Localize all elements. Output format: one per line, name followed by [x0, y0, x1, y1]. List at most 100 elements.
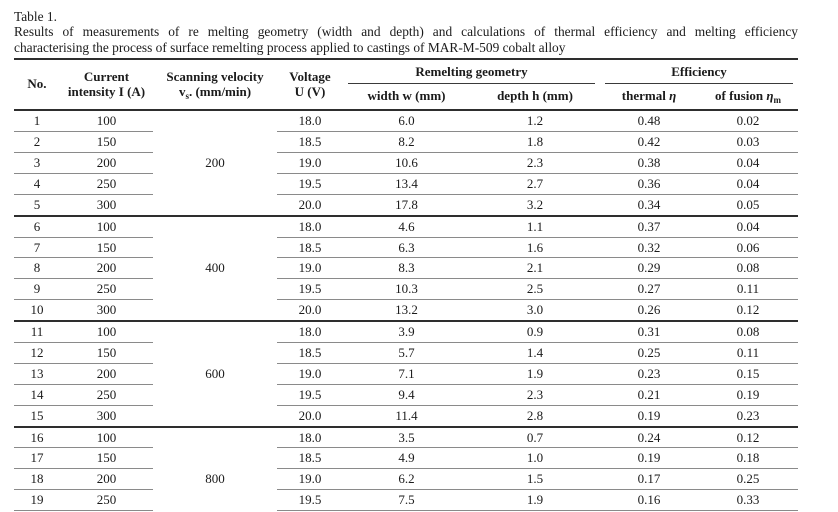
col-header-no: No. — [27, 76, 47, 92]
cell-velocity: 600 — [205, 365, 225, 381]
cell-no: 5 — [14, 194, 60, 217]
group-header-remelting-geometry: Remelting geometry — [343, 59, 600, 84]
cell-voltage: 20.0 — [277, 405, 343, 428]
cell-thermal: 0.38 — [600, 152, 699, 174]
cell-voltage: 18.0 — [277, 110, 343, 133]
table-row: 20 300 20.0 8.5 2.3 0.15 0.41 — [14, 510, 799, 512]
cell-voltage: 19.5 — [277, 278, 343, 301]
cell-fusion: 0.02 — [698, 110, 799, 133]
cell-thermal: 0.23 — [600, 363, 699, 385]
cell-fusion: 0.33 — [698, 489, 799, 512]
cell-fusion: 0.41 — [698, 510, 799, 512]
cell-voltage: 18.0 — [277, 215, 343, 238]
cell-depth: 2.3 — [470, 510, 601, 512]
cell-no: 2 — [14, 131, 60, 153]
cell-width: 10.6 — [343, 152, 470, 174]
cell-voltage: 19.0 — [277, 152, 343, 174]
cell-no: 1 — [14, 110, 60, 133]
cell-voltage: 18.5 — [277, 237, 343, 259]
cell-width: 3.5 — [343, 426, 470, 449]
cell-current: 150 — [60, 447, 153, 470]
table-caption-line-1: Results of measurements of re melting ge… — [14, 24, 798, 40]
table-row: 6 100 400 18.0 4.6 1.1 0.37 0.04 — [14, 215, 799, 275]
table-row: 12 150 18.5 5.7 1.4 0.25 0.11 — [14, 342, 799, 364]
cell-depth: 2.3 — [470, 152, 601, 174]
cell-current: 100 — [60, 321, 153, 344]
table-row: 10 300 20.0 13.2 3.0 0.26 0.12 — [14, 299, 799, 322]
cell-no: 15 — [14, 405, 60, 428]
cell-thermal: 0.21 — [600, 384, 699, 406]
cell-width: 13.2 — [343, 299, 470, 322]
cell-no: 20 — [14, 510, 60, 512]
cell-current: 200 — [60, 468, 153, 491]
cell-depth: 1.5 — [470, 468, 601, 491]
cell-voltage: 18.0 — [277, 321, 343, 344]
cell-fusion: 0.15 — [698, 363, 799, 385]
cell-velocity: 200 — [205, 154, 225, 170]
table-row: 16 100 800 18.0 3.5 0.7 0.24 0.12 — [14, 426, 799, 486]
cell-fusion: 0.04 — [698, 152, 799, 174]
cell-thermal: 0.26 — [600, 299, 699, 322]
cell-fusion: 0.04 — [698, 215, 799, 238]
cell-depth: 0.7 — [470, 426, 601, 449]
cell-thermal: 0.19 — [600, 405, 699, 428]
cell-depth: 2.1 — [470, 257, 601, 280]
col-header-thermal-efficiency: thermal η — [621, 88, 677, 104]
cell-fusion: 0.03 — [698, 131, 799, 153]
cell-fusion: 0.08 — [698, 321, 799, 344]
table-row: 1 100 200 18.0 6.0 1.2 0.48 0.02 — [14, 110, 799, 170]
cell-width: 4.6 — [343, 215, 470, 238]
cell-thermal: 0.25 — [600, 342, 699, 364]
cell-depth: 2.5 — [470, 278, 601, 301]
cell-thermal: 0.16 — [600, 489, 699, 512]
cell-fusion: 0.12 — [698, 299, 799, 322]
cell-depth: 2.3 — [470, 384, 601, 406]
cell-voltage: 19.5 — [277, 384, 343, 406]
table-block: Table 1. Results of measurements of re m… — [14, 9, 799, 512]
cell-width: 6.3 — [343, 237, 470, 259]
cell-current: 300 — [60, 194, 153, 217]
cell-fusion: 0.11 — [698, 342, 799, 364]
table-row: 15 300 20.0 11.4 2.8 0.19 0.23 — [14, 405, 799, 428]
cell-depth: 3.0 — [470, 299, 601, 322]
cell-thermal: 0.15 — [600, 510, 699, 512]
cell-voltage: 20.0 — [277, 194, 343, 217]
cell-width: 6.2 — [343, 468, 470, 491]
cell-current: 150 — [60, 237, 153, 259]
cell-voltage: 19.0 — [277, 468, 343, 491]
col-header-current-intensity: Current intensity I (A) — [67, 69, 146, 99]
cell-depth: 0.9 — [470, 321, 601, 344]
cell-current: 250 — [60, 489, 153, 512]
table-row: 7 150 18.5 6.3 1.6 0.32 0.06 — [14, 237, 799, 259]
cell-fusion: 0.08 — [698, 257, 799, 280]
cell-current: 250 — [60, 384, 153, 406]
cell-width: 7.5 — [343, 489, 470, 512]
table-group-velocity-600: 11 100 600 18.0 3.9 0.9 0.31 0.08 12 150… — [14, 321, 799, 428]
cell-depth: 1.6 — [470, 237, 601, 259]
cell-voltage: 20.0 — [277, 299, 343, 322]
cell-thermal: 0.48 — [600, 110, 699, 133]
cell-width: 9.4 — [343, 384, 470, 406]
cell-current: 150 — [60, 131, 153, 153]
table-row: 14 250 19.5 9.4 2.3 0.21 0.19 — [14, 384, 799, 406]
cell-depth: 1.9 — [470, 489, 601, 512]
cell-no: 9 — [14, 278, 60, 301]
cell-depth: 1.4 — [470, 342, 601, 364]
cell-current: 100 — [60, 215, 153, 238]
cell-voltage: 19.5 — [277, 173, 343, 195]
cell-thermal: 0.27 — [600, 278, 699, 301]
cell-fusion: 0.06 — [698, 237, 799, 259]
cell-width: 3.9 — [343, 321, 470, 344]
cell-velocity: 400 — [205, 260, 225, 276]
cell-voltage: 20.0 — [277, 510, 343, 512]
cell-thermal: 0.17 — [600, 468, 699, 491]
col-header-fusion-efficiency: of fusion ηm — [715, 88, 781, 106]
cell-voltage: 18.0 — [277, 426, 343, 449]
table-label: Table 1. — [14, 9, 57, 24]
table-row: 8 200 19.0 8.3 2.1 0.29 0.08 — [14, 257, 799, 280]
cell-current: 250 — [60, 278, 153, 301]
cell-thermal: 0.31 — [600, 321, 699, 344]
table-row: 19 250 19.5 7.5 1.9 0.16 0.33 — [14, 489, 799, 512]
table-row: 3 200 19.0 10.6 2.3 0.38 0.04 — [14, 152, 799, 174]
cell-thermal: 0.36 — [600, 173, 699, 195]
